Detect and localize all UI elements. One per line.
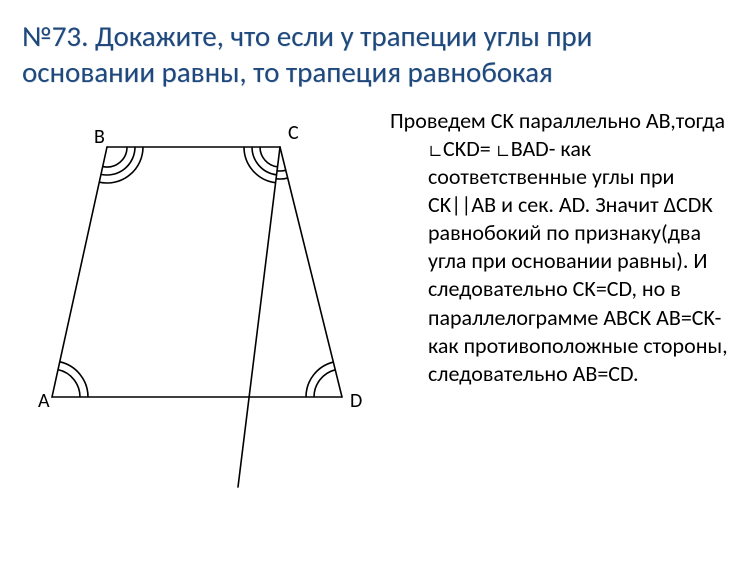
content-row: A B C D Проведем CK параллельно AB,тогда ∟C… [22,107,729,497]
svg-text:C: C [288,121,299,145]
svg-text:A: A [38,389,50,413]
proof-text: Проведем CK параллельно AB,тогда ∟CKD= ∟… [420,107,729,389]
problem-title: №73. Докажите, что если у трапеции углы … [22,18,729,91]
trapezoid-diagram: A B C D [22,107,382,497]
svg-text:D: D [350,389,362,413]
svg-text:B: B [94,125,105,149]
